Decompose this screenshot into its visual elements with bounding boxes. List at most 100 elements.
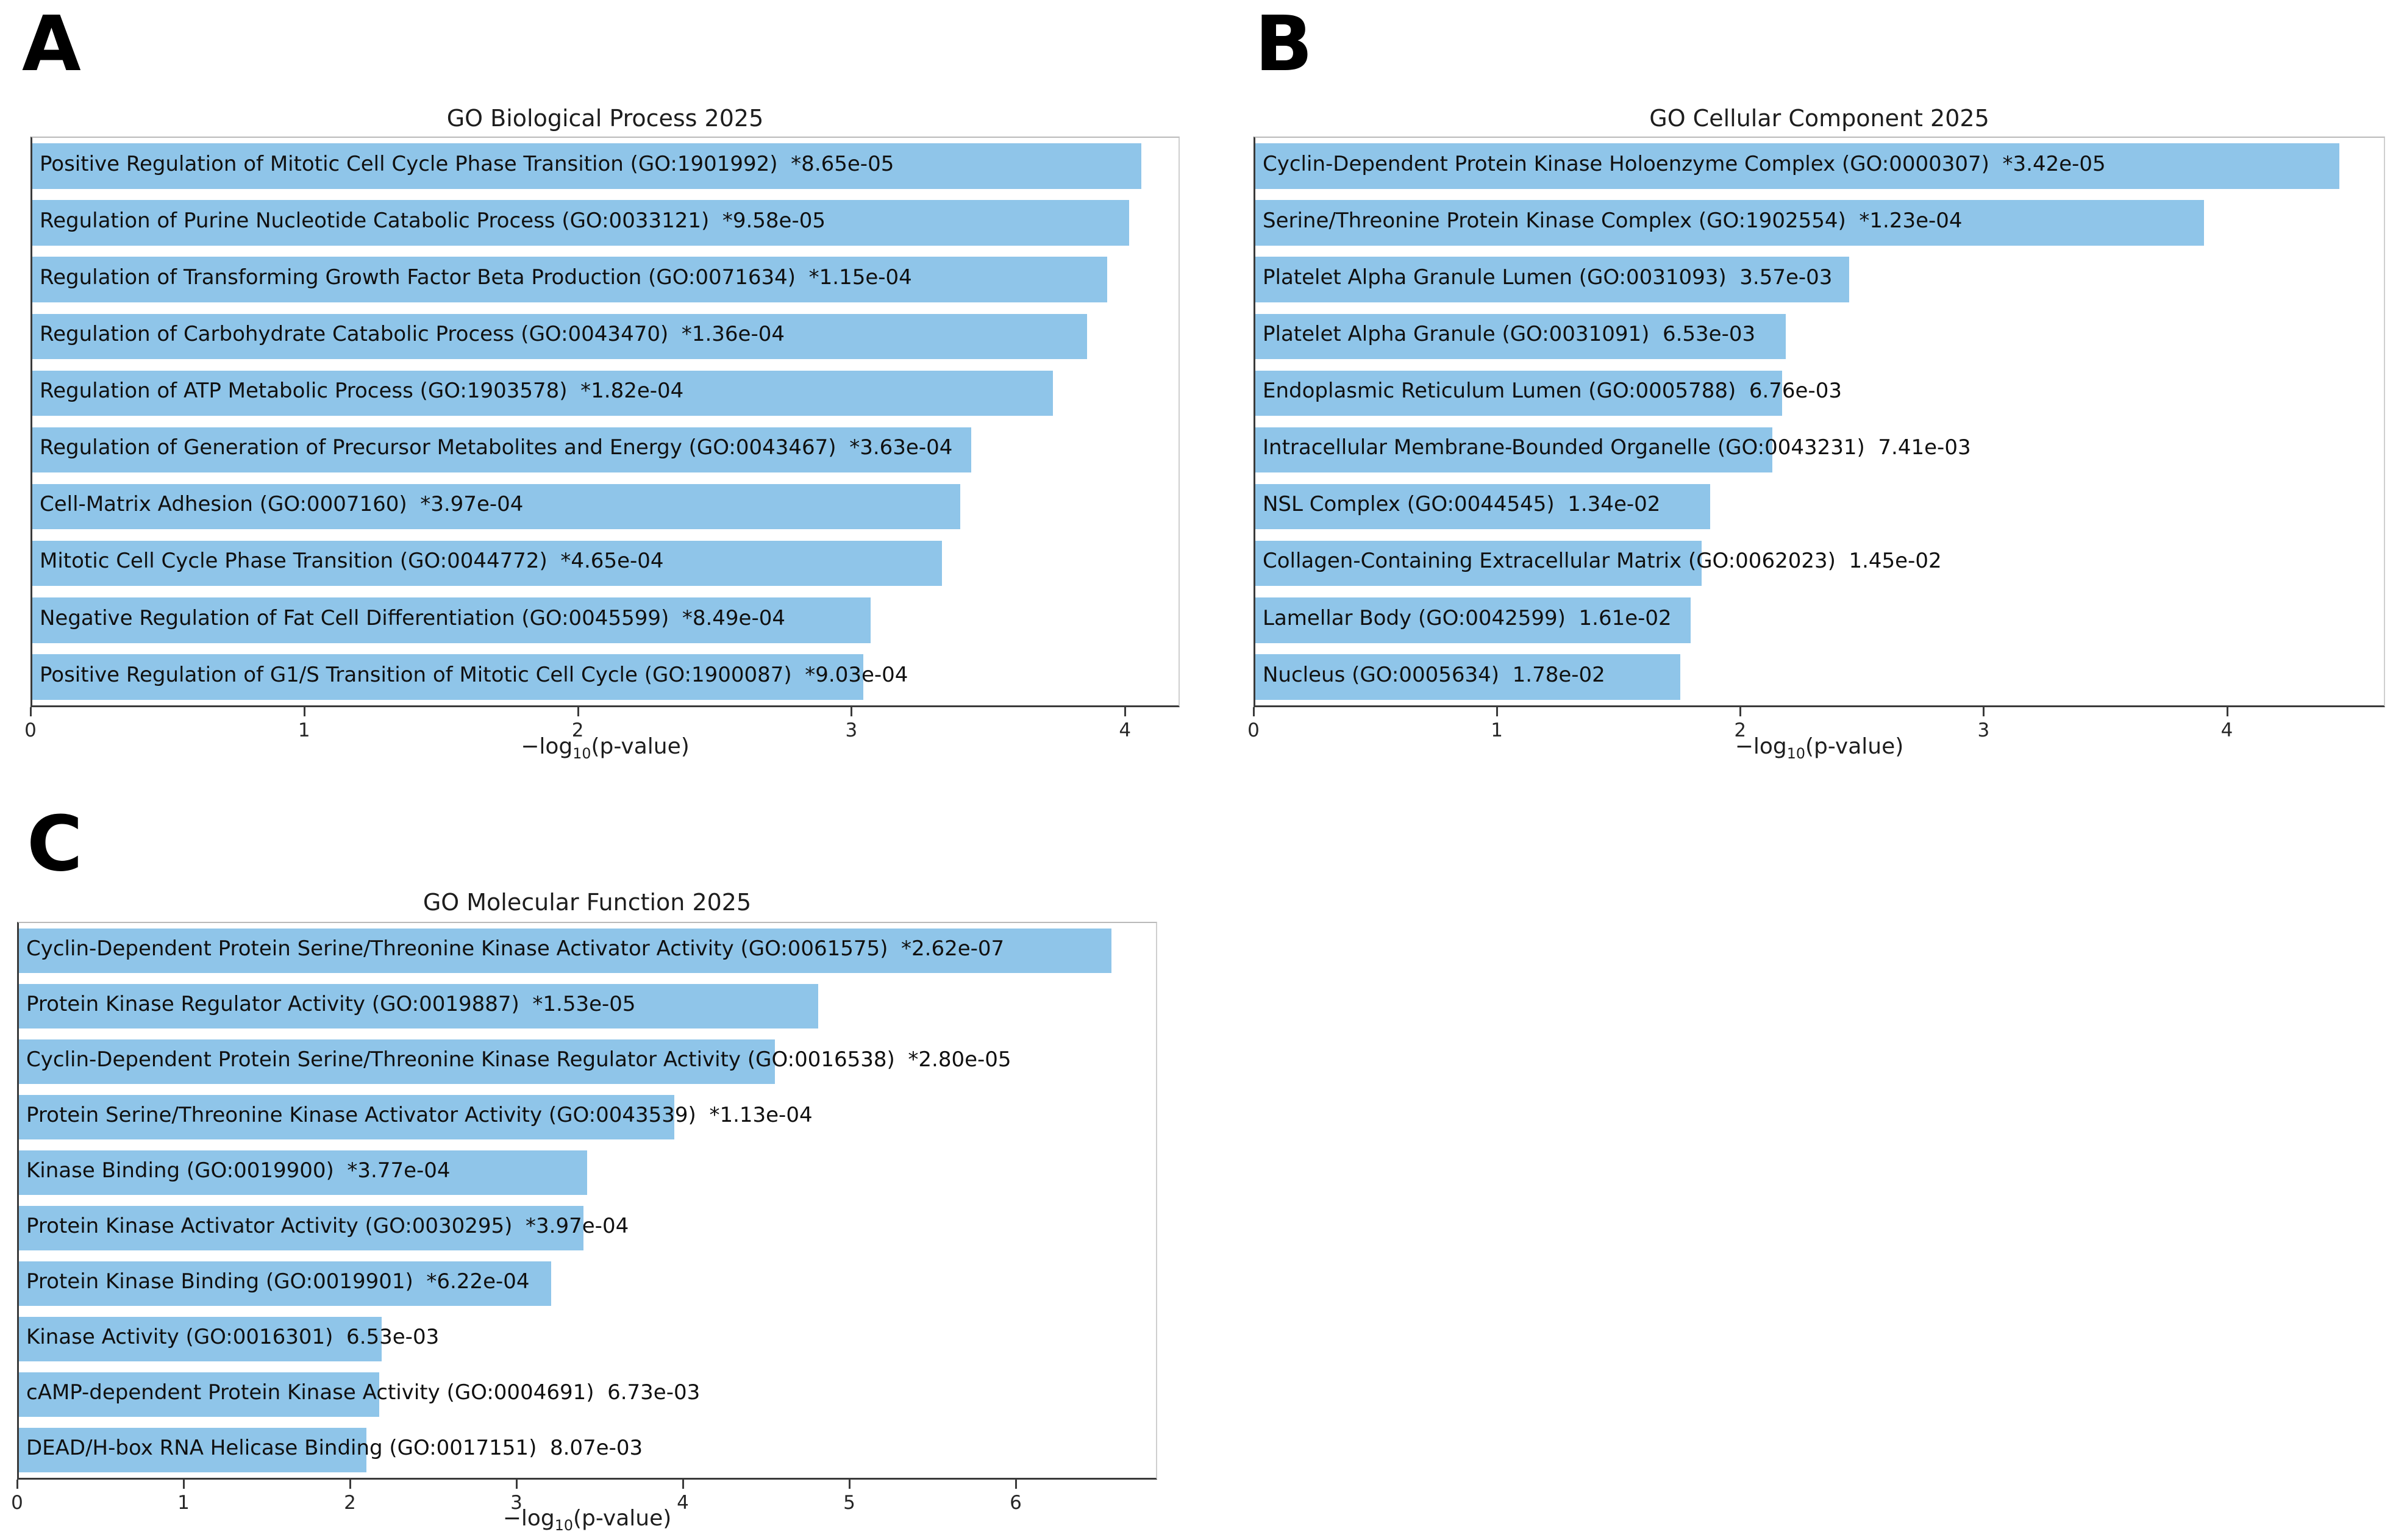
x-tick-mark xyxy=(1124,707,1127,716)
bar-label: Cyclin-Dependent Protein Serine/Threonin… xyxy=(26,1047,1011,1072)
bar-row: Protein Kinase Activator Activity (GO:00… xyxy=(19,1200,1156,1256)
bar xyxy=(19,1206,583,1250)
bar xyxy=(1255,143,2339,189)
x-tick-label: 6 xyxy=(1010,1492,1022,1514)
bar xyxy=(32,540,942,586)
bar-row: Cyclin-Dependent Protein Serine/Threonin… xyxy=(19,923,1156,979)
x-axis-label-sub: 10 xyxy=(572,745,591,763)
plot-area: Cyclin-Dependent Protein Serine/Threonin… xyxy=(17,922,1157,1480)
x-tick-label: 1 xyxy=(1491,719,1503,741)
bar-label: NSL Complex (GO:0044545) 1.34e-02 xyxy=(1263,492,1661,517)
x-tick-label: 0 xyxy=(1247,719,1260,741)
x-tick-mark xyxy=(349,1480,351,1489)
x-tick-label: 1 xyxy=(177,1492,190,1514)
bar-label: Positive Regulation of G1/S Transition o… xyxy=(40,662,908,687)
x-tick-mark xyxy=(303,707,305,716)
bar-row: Regulation of Carbohydrate Catabolic Pro… xyxy=(32,308,1179,365)
bar-label: Nucleus (GO:0005634) 1.78e-02 xyxy=(1263,662,1605,687)
x-tick-label: 2 xyxy=(344,1492,356,1514)
bar-row: Kinase Binding (GO:0019900) *3.77e-04 xyxy=(19,1145,1156,1200)
chart-title: GO Cellular Component 2025 xyxy=(1649,105,1989,132)
x-tick-mark xyxy=(16,1480,18,1489)
x-axis-label: −log10(p-value) xyxy=(1254,734,2385,762)
x-tick-mark xyxy=(848,1480,851,1489)
bar-label: Endoplasmic Reticulum Lumen (GO:0005788)… xyxy=(1263,379,1842,404)
bar-label: Kinase Binding (GO:0019900) *3.77e-04 xyxy=(26,1158,451,1183)
x-tick-mark xyxy=(682,1480,684,1489)
bar-row: Nucleus (GO:0005634) 1.78e-02 xyxy=(1255,649,2384,705)
bar xyxy=(1255,257,1850,302)
x-axis-label: −log10(p-value) xyxy=(17,1506,1157,1534)
bar-row: Cell-Matrix Adhesion (GO:0007160) *3.97e… xyxy=(32,479,1179,535)
bar-row: Intracellular Membrane-Bounded Organelle… xyxy=(1255,421,2384,478)
bar xyxy=(1255,370,1782,416)
x-tick-label: 2 xyxy=(1734,719,1747,741)
bar xyxy=(1255,540,1702,586)
bar-row: Cyclin-Dependent Protein Serine/Threonin… xyxy=(19,1034,1156,1089)
x-tick-mark xyxy=(1496,707,1499,716)
bar-row: DEAD/H-box RNA Helicase Binding (GO:0017… xyxy=(19,1422,1156,1478)
bar-row: Protein Serine/Threonine Kinase Activato… xyxy=(19,1089,1156,1145)
bar xyxy=(32,427,971,473)
bar-label: DEAD/H-box RNA Helicase Binding (GO:0017… xyxy=(26,1435,643,1460)
bar xyxy=(19,1372,380,1417)
x-axis-label-post: (p-value) xyxy=(591,734,690,759)
x-tick-mark xyxy=(1015,1480,1017,1489)
x-axis-label: −log10(p-value) xyxy=(30,734,1180,762)
plot-area: Cyclin-Dependent Protein Kinase Holoenzy… xyxy=(1254,137,2385,707)
bar xyxy=(1255,654,1680,700)
x-tick-label: 4 xyxy=(2220,719,2233,741)
x-axis-label-sub: 10 xyxy=(1786,745,1805,763)
bar xyxy=(32,483,961,530)
bar-label: Intracellular Membrane-Bounded Organelle… xyxy=(1263,435,1971,460)
panel-letter-b: B xyxy=(1255,0,1313,88)
bar xyxy=(19,1317,382,1361)
bar-label: Kinase Activity (GO:0016301) 6.53e-03 xyxy=(26,1324,440,1349)
bar-row: Regulation of ATP Metabolic Process (GO:… xyxy=(32,365,1179,421)
x-tick-label: 3 xyxy=(510,1492,522,1514)
bar xyxy=(19,1428,366,1472)
bar-row: cAMP-dependent Protein Kinase Activity (… xyxy=(19,1367,1156,1422)
bar xyxy=(19,929,1112,973)
bar-label: Protein Kinase Regulator Activity (GO:00… xyxy=(26,991,636,1016)
x-tick-mark xyxy=(30,707,32,716)
panel-letter-c: C xyxy=(27,800,83,888)
bar-label: Positive Regulation of Mitotic Cell Cycl… xyxy=(40,151,894,176)
x-tick-label: 1 xyxy=(298,719,310,741)
bar-label: Cyclin-Dependent Protein Serine/Threonin… xyxy=(26,936,1005,961)
x-tick-label: 4 xyxy=(1119,719,1132,741)
bar-row: Regulation of Generation of Precursor Me… xyxy=(32,421,1179,478)
bar-label: Protein Kinase Activator Activity (GO:00… xyxy=(26,1213,629,1238)
x-tick-label: 3 xyxy=(1977,719,1990,741)
bar-row: Platelet Alpha Granule (GO:0031091) 6.53… xyxy=(1255,308,2384,365)
bar-label: Lamellar Body (GO:0042599) 1.61e-02 xyxy=(1263,605,1672,630)
bar-label: cAMP-dependent Protein Kinase Activity (… xyxy=(26,1380,701,1405)
bar-label: Platelet Alpha Granule Lumen (GO:0031093… xyxy=(1263,265,1833,290)
bar-row: NSL Complex (GO:0044545) 1.34e-02 xyxy=(1255,479,2384,535)
x-tick-label: 3 xyxy=(845,719,858,741)
bar-row: Collagen-Containing Extracellular Matrix… xyxy=(1255,535,2384,592)
bar-row: Platelet Alpha Granule Lumen (GO:0031093… xyxy=(1255,251,2384,308)
x-axis-label-post: (p-value) xyxy=(1805,734,1904,759)
x-tick-mark xyxy=(1253,707,1255,716)
bar-row: Regulation of Purine Nucleotide Cataboli… xyxy=(32,194,1179,251)
bar-label: Cell-Matrix Adhesion (GO:0007160) *3.97e… xyxy=(40,492,524,517)
plot-area: Positive Regulation of Mitotic Cell Cycl… xyxy=(30,137,1180,707)
bar xyxy=(1255,483,1710,530)
x-tick-label: 0 xyxy=(11,1492,23,1514)
bar-label: Mitotic Cell Cycle Phase Transition (GO:… xyxy=(40,549,664,574)
panel-letter-a: A xyxy=(22,0,81,88)
bar xyxy=(1255,427,1772,473)
x-axis-label-pre: −log xyxy=(1735,734,1787,759)
bar xyxy=(19,1095,674,1139)
bar-row: Protein Kinase Regulator Activity (GO:00… xyxy=(19,979,1156,1034)
bar xyxy=(32,200,1129,246)
bar-label: Regulation of Generation of Precursor Me… xyxy=(40,435,953,460)
bar xyxy=(32,143,1141,189)
x-tick-mark xyxy=(577,707,579,716)
bar xyxy=(32,257,1108,302)
x-axis: 0 1 2 3 4 5 6 xyxy=(11,1480,1157,1522)
bar xyxy=(19,1039,775,1084)
bar-label: Regulation of ATP Metabolic Process (GO:… xyxy=(40,379,684,404)
